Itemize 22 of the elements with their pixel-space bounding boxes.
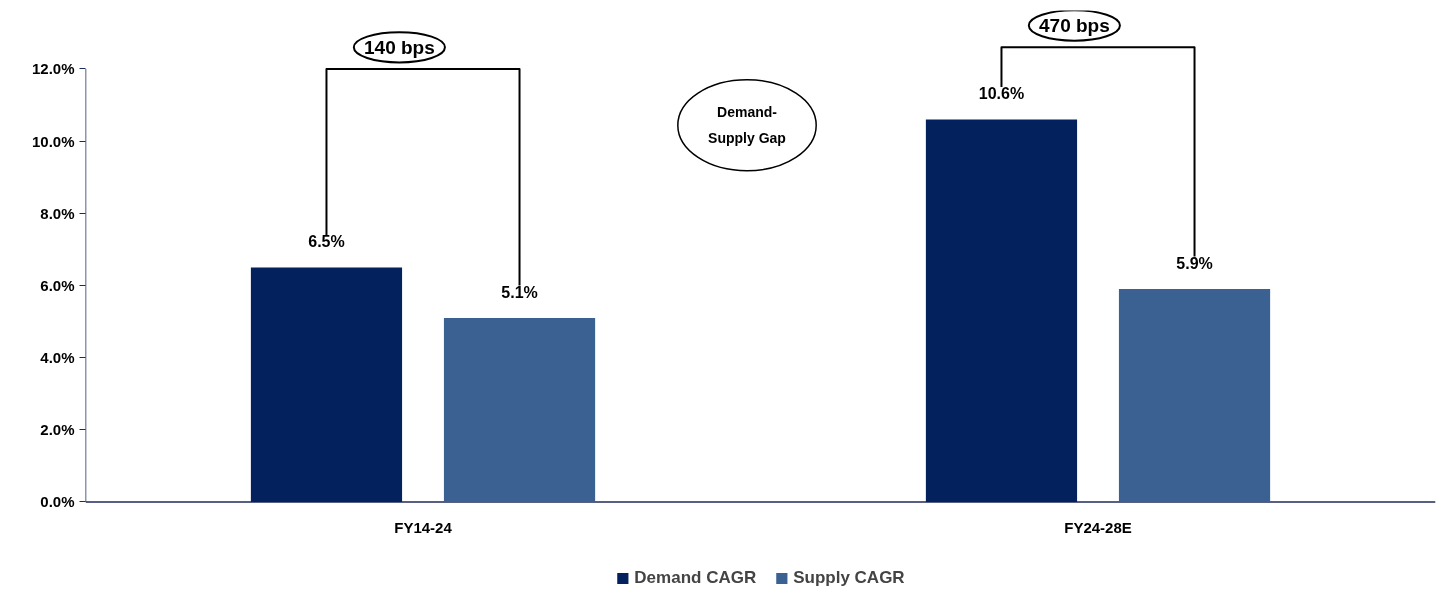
y-tick-label: 8.0% bbox=[40, 204, 75, 222]
y-tick-label: 10.0% bbox=[31, 132, 75, 150]
data-label: 5.1% bbox=[501, 283, 538, 301]
data-label: 6.5% bbox=[308, 233, 345, 251]
x-tick-label: FY24-28E bbox=[1064, 519, 1132, 537]
annotation: Demand-Supply Gap bbox=[708, 104, 786, 147]
text: 140 bps bbox=[364, 36, 435, 58]
text: 470 bps bbox=[1039, 15, 1110, 37]
x-tick-label: FY14-24 bbox=[394, 519, 453, 537]
y-tick-label: 12.0% bbox=[31, 60, 75, 78]
bar bbox=[925, 119, 1078, 502]
bar bbox=[443, 317, 596, 502]
y-tick-label: 4.0% bbox=[40, 349, 75, 367]
data-label: 10.6% bbox=[978, 85, 1025, 103]
y-tick-label: 0.0% bbox=[40, 493, 75, 511]
bar bbox=[250, 267, 403, 502]
legend-label: Supply CAGR bbox=[793, 568, 905, 588]
y-tick-label: 6.0% bbox=[40, 276, 75, 294]
legend-label: Demand CAGR bbox=[634, 568, 757, 588]
data-label: 5.9% bbox=[1176, 254, 1213, 272]
y-tick-label: 2.0% bbox=[40, 421, 75, 439]
bar bbox=[1118, 289, 1271, 502]
